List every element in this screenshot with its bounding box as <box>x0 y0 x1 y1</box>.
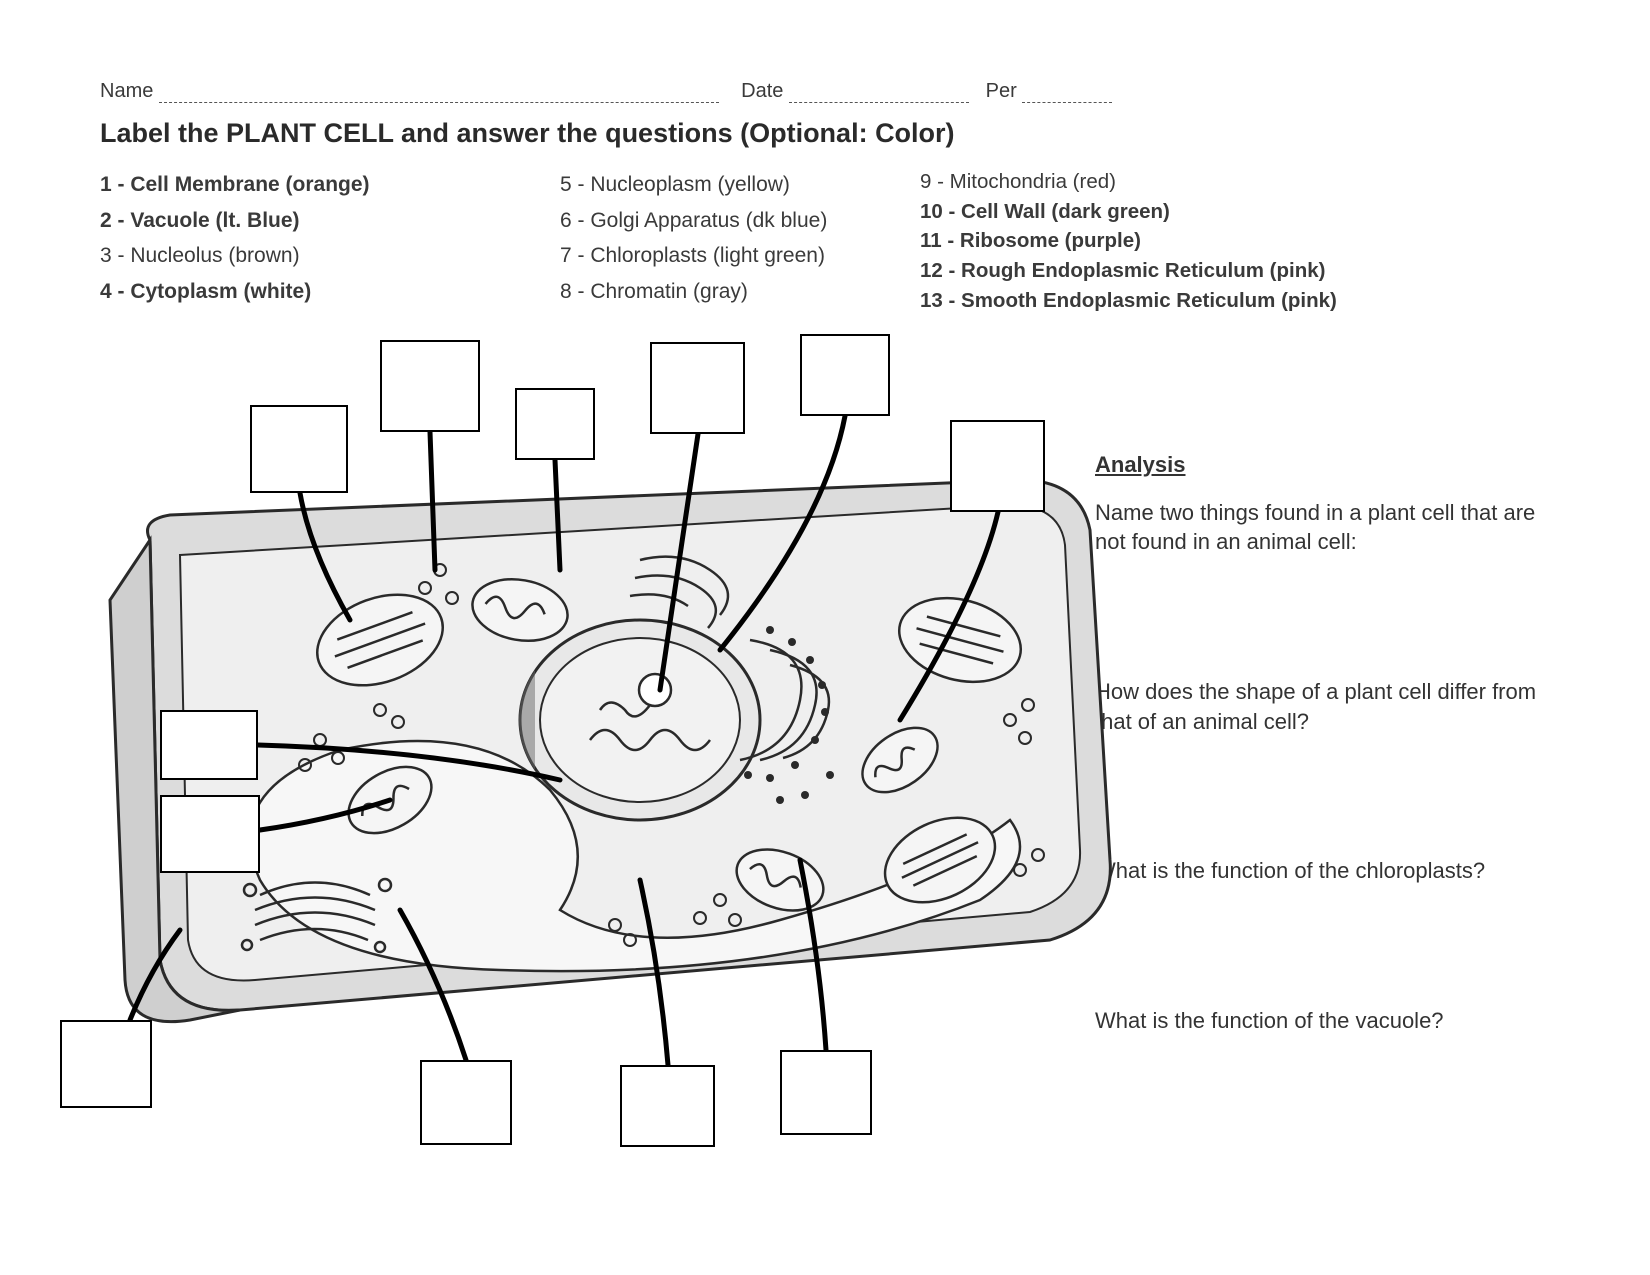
key-item: 10 - Cell Wall (dark green) <box>920 197 1440 227</box>
label-box[interactable] <box>800 334 890 416</box>
key-item: 2 - Vacuole (lt. Blue) <box>100 203 560 239</box>
per-blank[interactable] <box>1022 81 1112 103</box>
label-box[interactable] <box>650 342 745 434</box>
key-item: 4 - Cytoplasm (white) <box>100 274 560 310</box>
per-label: Per <box>986 80 1017 102</box>
label-box[interactable] <box>420 1060 512 1145</box>
label-box[interactable] <box>620 1065 715 1147</box>
key-item: 7 - Chloroplasts (light green) <box>560 238 920 274</box>
name-blank[interactable] <box>159 81 719 103</box>
label-box[interactable] <box>60 1020 152 1108</box>
analysis-section: Analysis Name two things found in a plan… <box>1095 450 1555 1036</box>
key-item: 12 - Rough Endoplasmic Reticulum (pink) <box>920 256 1440 286</box>
analysis-q4: What is the function of the vacuole? <box>1095 1006 1555 1036</box>
analysis-heading: Analysis <box>1095 450 1555 480</box>
label-box[interactable] <box>515 388 595 460</box>
label-box[interactable] <box>250 405 348 493</box>
cell-diagram <box>80 320 1140 1140</box>
key-item: 1 - Cell Membrane (orange) <box>100 167 560 203</box>
analysis-q1: Name two things found in a plant cell th… <box>1095 498 1555 557</box>
key-item: 9 - Mitochondria (red) <box>920 167 1440 197</box>
analysis-q3: What is the function of the chloroplasts… <box>1095 856 1555 886</box>
date-label: Date <box>741 80 783 102</box>
analysis-q2: How does the shape of a plant cell diffe… <box>1095 677 1555 736</box>
date-blank[interactable] <box>789 81 969 103</box>
label-key: 1 - Cell Membrane (orange)2 - Vacuole (l… <box>100 167 1550 316</box>
key-item: 6 - Golgi Apparatus (dk blue) <box>560 203 920 239</box>
label-box[interactable] <box>950 420 1045 512</box>
label-box[interactable] <box>160 710 258 780</box>
key-item: 13 - Smooth Endoplasmic Reticulum (pink) <box>920 286 1440 316</box>
key-item: 5 - Nucleoplasm (yellow) <box>560 167 920 203</box>
label-box[interactable] <box>380 340 480 432</box>
key-item: 3 - Nucleolus (brown) <box>100 238 560 274</box>
key-item: 8 - Chromatin (gray) <box>560 274 920 310</box>
key-item: 11 - Ribosome (purple) <box>920 226 1440 256</box>
label-box[interactable] <box>160 795 260 873</box>
label-box[interactable] <box>780 1050 872 1135</box>
worksheet-title: Label the PLANT CELL and answer the ques… <box>100 118 1550 149</box>
worksheet-header: Name Date Per <box>100 80 1550 110</box>
name-label: Name <box>100 80 153 102</box>
